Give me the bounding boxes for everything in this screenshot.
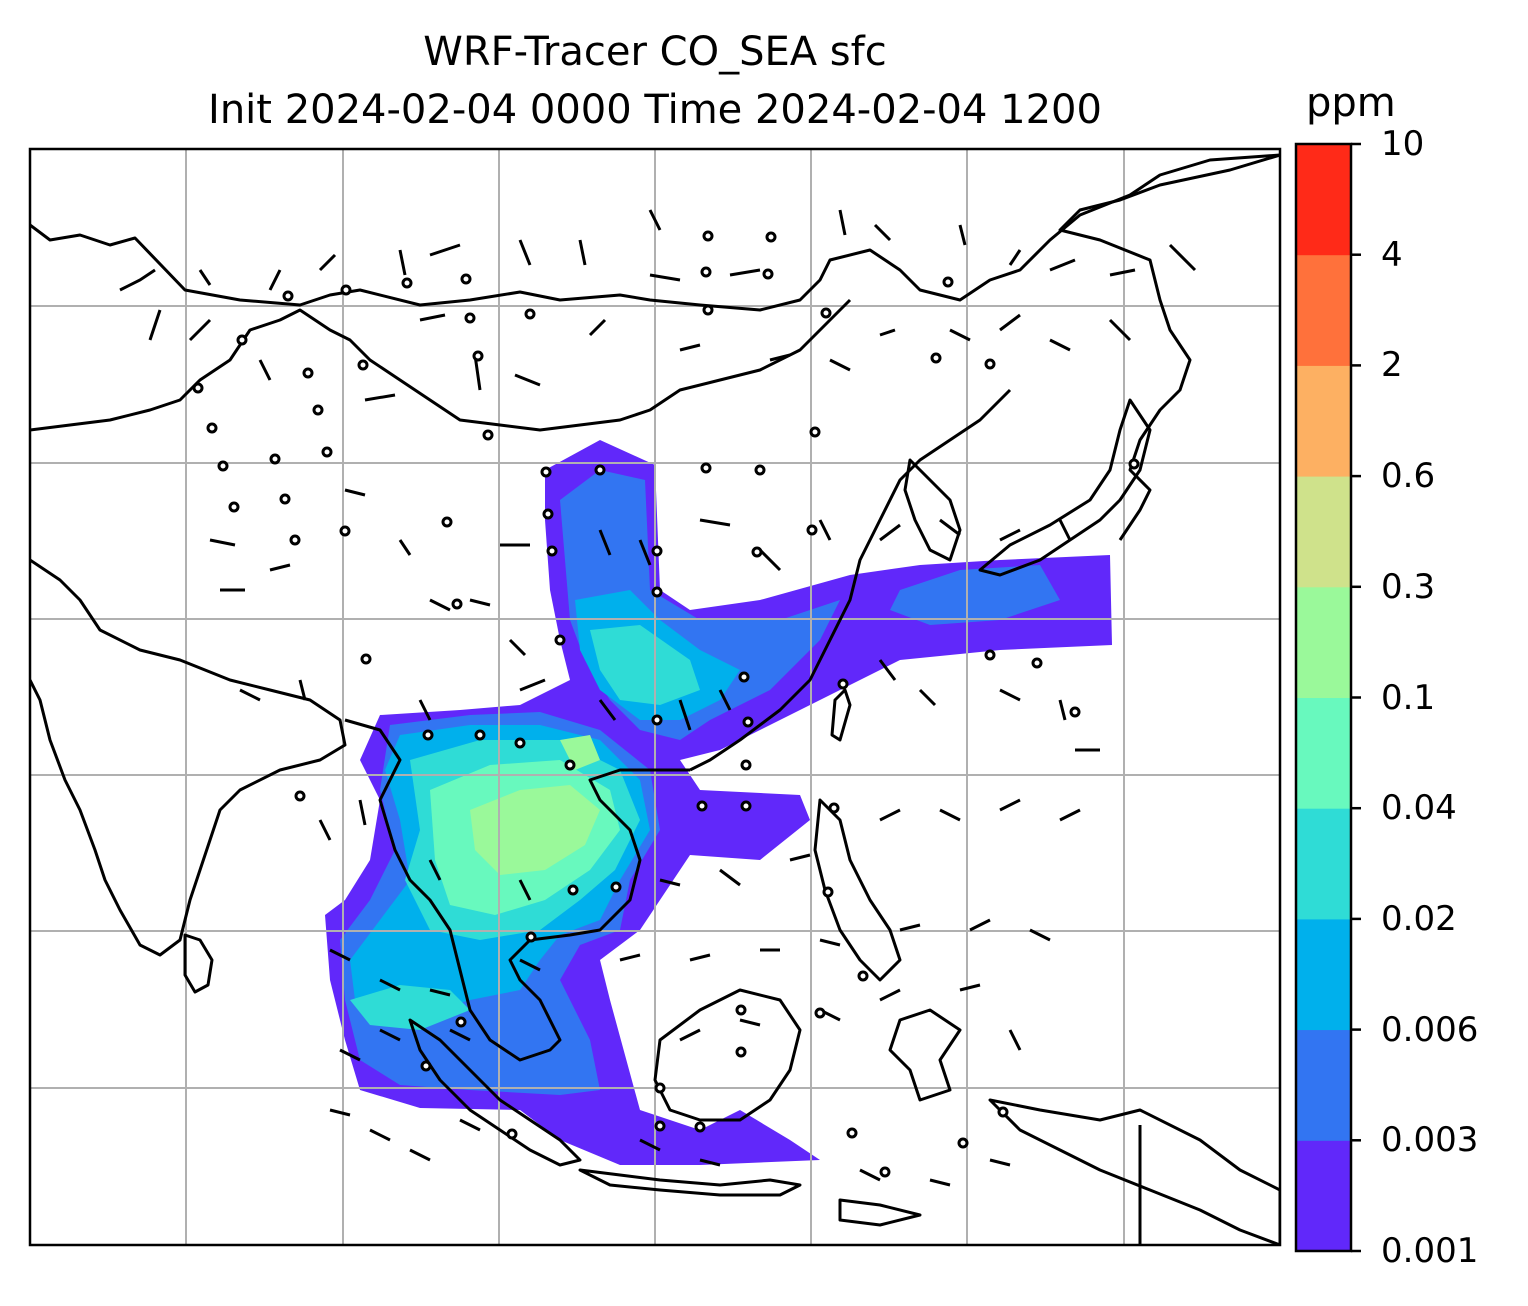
colorbar-tick-label: 10	[1381, 124, 1425, 164]
colorbar-tick-label: 0.3	[1381, 566, 1436, 607]
colorbar-tick-label: 0.001	[1381, 1231, 1479, 1271]
colorbar-segment	[1296, 476, 1351, 588]
coastline-sulawesi	[888, 1008, 962, 1102]
colorbar-segment	[1296, 1140, 1351, 1252]
colorbar-segment	[1296, 697, 1351, 809]
colorbar-segment	[1296, 365, 1351, 477]
map-title: WRF-Tracer CO_SEA sfc	[423, 29, 887, 75]
colorbar-segment	[1296, 254, 1351, 366]
coastline-borneo	[653, 988, 802, 1122]
coastline-taiwan	[830, 688, 852, 742]
concentration-field	[325, 440, 1112, 1165]
colorbar-tick-label: 0.1	[1381, 677, 1436, 718]
colorbar-tick-label: 0.003	[1381, 1120, 1479, 1161]
map-frame	[28, 147, 1282, 1247]
wind-barbs	[119, 209, 1197, 1187]
border-central-asia	[30, 298, 852, 432]
map-subtitle: Init 2024-02-04 0000 Time 2024-02-04 120…	[208, 87, 1102, 133]
coastline-lesser-sunda	[838, 1198, 922, 1227]
coastline-japan	[978, 398, 1152, 577]
coastline-philippines	[813, 798, 902, 982]
colorbar-segment	[1296, 918, 1351, 1031]
colorbar-tick-label: 4	[1381, 234, 1403, 275]
coastline-india	[30, 558, 347, 957]
colorbar-segment	[1296, 1029, 1351, 1141]
colorbar-segment	[1296, 808, 1351, 920]
coastline-russia-pacific	[1058, 153, 1280, 541]
coastline-java	[578, 1168, 802, 1197]
colorbar	[1294, 142, 1361, 1253]
colorbar-tick-label: 2	[1381, 345, 1403, 386]
coastline-sumatra	[408, 1018, 582, 1167]
plume-layer-6	[470, 735, 600, 875]
coastline-indochina	[344, 718, 690, 1062]
colorbar-tick-label: 0.006	[1381, 1009, 1479, 1050]
coastline-new-guinea	[988, 1098, 1280, 1245]
colorbar-segment	[1296, 586, 1351, 698]
coastlines	[30, 153, 1280, 1245]
colorbar-segment	[1296, 144, 1351, 256]
graticule	[30, 149, 1280, 1245]
colorbar-tick-label: 0.04	[1381, 788, 1457, 829]
coastline-sri-lanka	[183, 933, 214, 994]
colorbar-tick-label: 0.02	[1381, 898, 1457, 939]
calm-markers	[192, 230, 1140, 1178]
coastline-china-east	[689, 388, 1012, 772]
coastline-korea	[903, 458, 962, 562]
coastline-north-asia	[30, 153, 1280, 312]
colorbar-unit-label: ppm	[1306, 80, 1396, 126]
colorbar-tick-label: 0.6	[1381, 456, 1436, 497]
